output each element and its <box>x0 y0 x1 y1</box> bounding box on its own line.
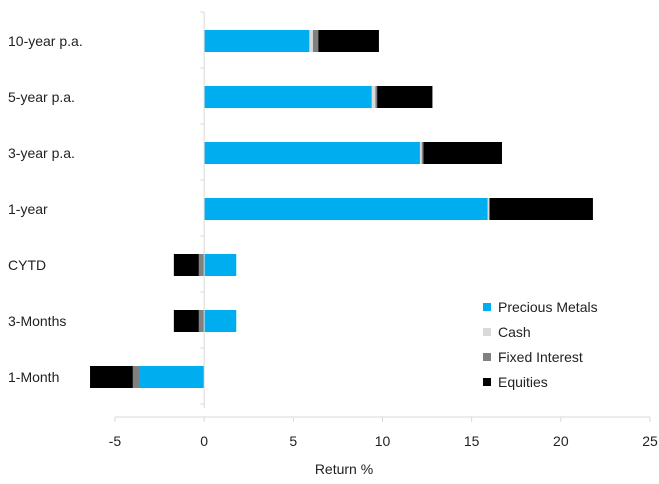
legend-label: Precious Metals <box>498 299 598 315</box>
x-axis-title: Return % <box>315 461 373 477</box>
legend-label: Cash <box>498 324 531 340</box>
x-tick-label: -5 <box>109 433 122 449</box>
legend-label: Fixed Interest <box>498 349 583 365</box>
bar-segment <box>318 30 379 52</box>
x-tick-label: 5 <box>289 433 297 449</box>
bar-segment <box>204 30 310 52</box>
bar-segment <box>204 198 488 220</box>
legend-swatch <box>483 353 491 361</box>
bar-segment <box>90 366 133 388</box>
x-tick-label: 0 <box>200 433 208 449</box>
category-label: 1-Month <box>8 369 59 385</box>
bar-segment <box>377 86 433 108</box>
x-tick-label: 20 <box>553 433 569 449</box>
bar-segment <box>132 366 140 388</box>
legend: Precious Metals Cash Fixed Interest Equitie… <box>483 299 598 390</box>
category-label: 10-year p.a. <box>8 33 83 49</box>
bar-segment <box>173 254 199 276</box>
axes-layer <box>114 11 651 422</box>
x-tick-label: 15 <box>464 433 480 449</box>
bar-segment <box>489 198 593 220</box>
category-label: 3-Months <box>8 313 66 329</box>
bar-segment <box>204 86 372 108</box>
bar-segment <box>371 86 376 108</box>
bar-segment <box>198 254 205 276</box>
x-tick-label: 10 <box>375 433 391 449</box>
legend-swatch <box>483 378 491 386</box>
bar-segment <box>204 254 237 276</box>
legend-label: Equities <box>498 374 548 390</box>
bars-layer <box>90 30 593 388</box>
bar-segment <box>198 310 205 332</box>
bar-segment <box>309 30 313 52</box>
bar-segment <box>487 198 490 220</box>
category-label: 1-year <box>8 201 48 217</box>
bar-segment <box>421 142 424 164</box>
category-label: 5-year p.a. <box>8 89 75 105</box>
bar-segment <box>419 142 422 164</box>
category-label: CYTD <box>8 257 46 273</box>
bar-segment <box>173 310 199 332</box>
bar-segment <box>204 142 420 164</box>
category-label: 3-year p.a. <box>8 145 75 161</box>
bar-segment <box>375 86 378 108</box>
bar-segment <box>423 142 502 164</box>
bar-segment <box>139 366 205 388</box>
labels-layer: 10-year p.a. 5-year p.a. 3-year p.a. 1-year… <box>8 33 658 449</box>
x-tick-label: 25 <box>642 433 658 449</box>
legend-swatch <box>483 303 491 311</box>
bar-segment <box>312 30 319 52</box>
bar-segment <box>204 310 237 332</box>
legend-swatch <box>483 328 491 336</box>
